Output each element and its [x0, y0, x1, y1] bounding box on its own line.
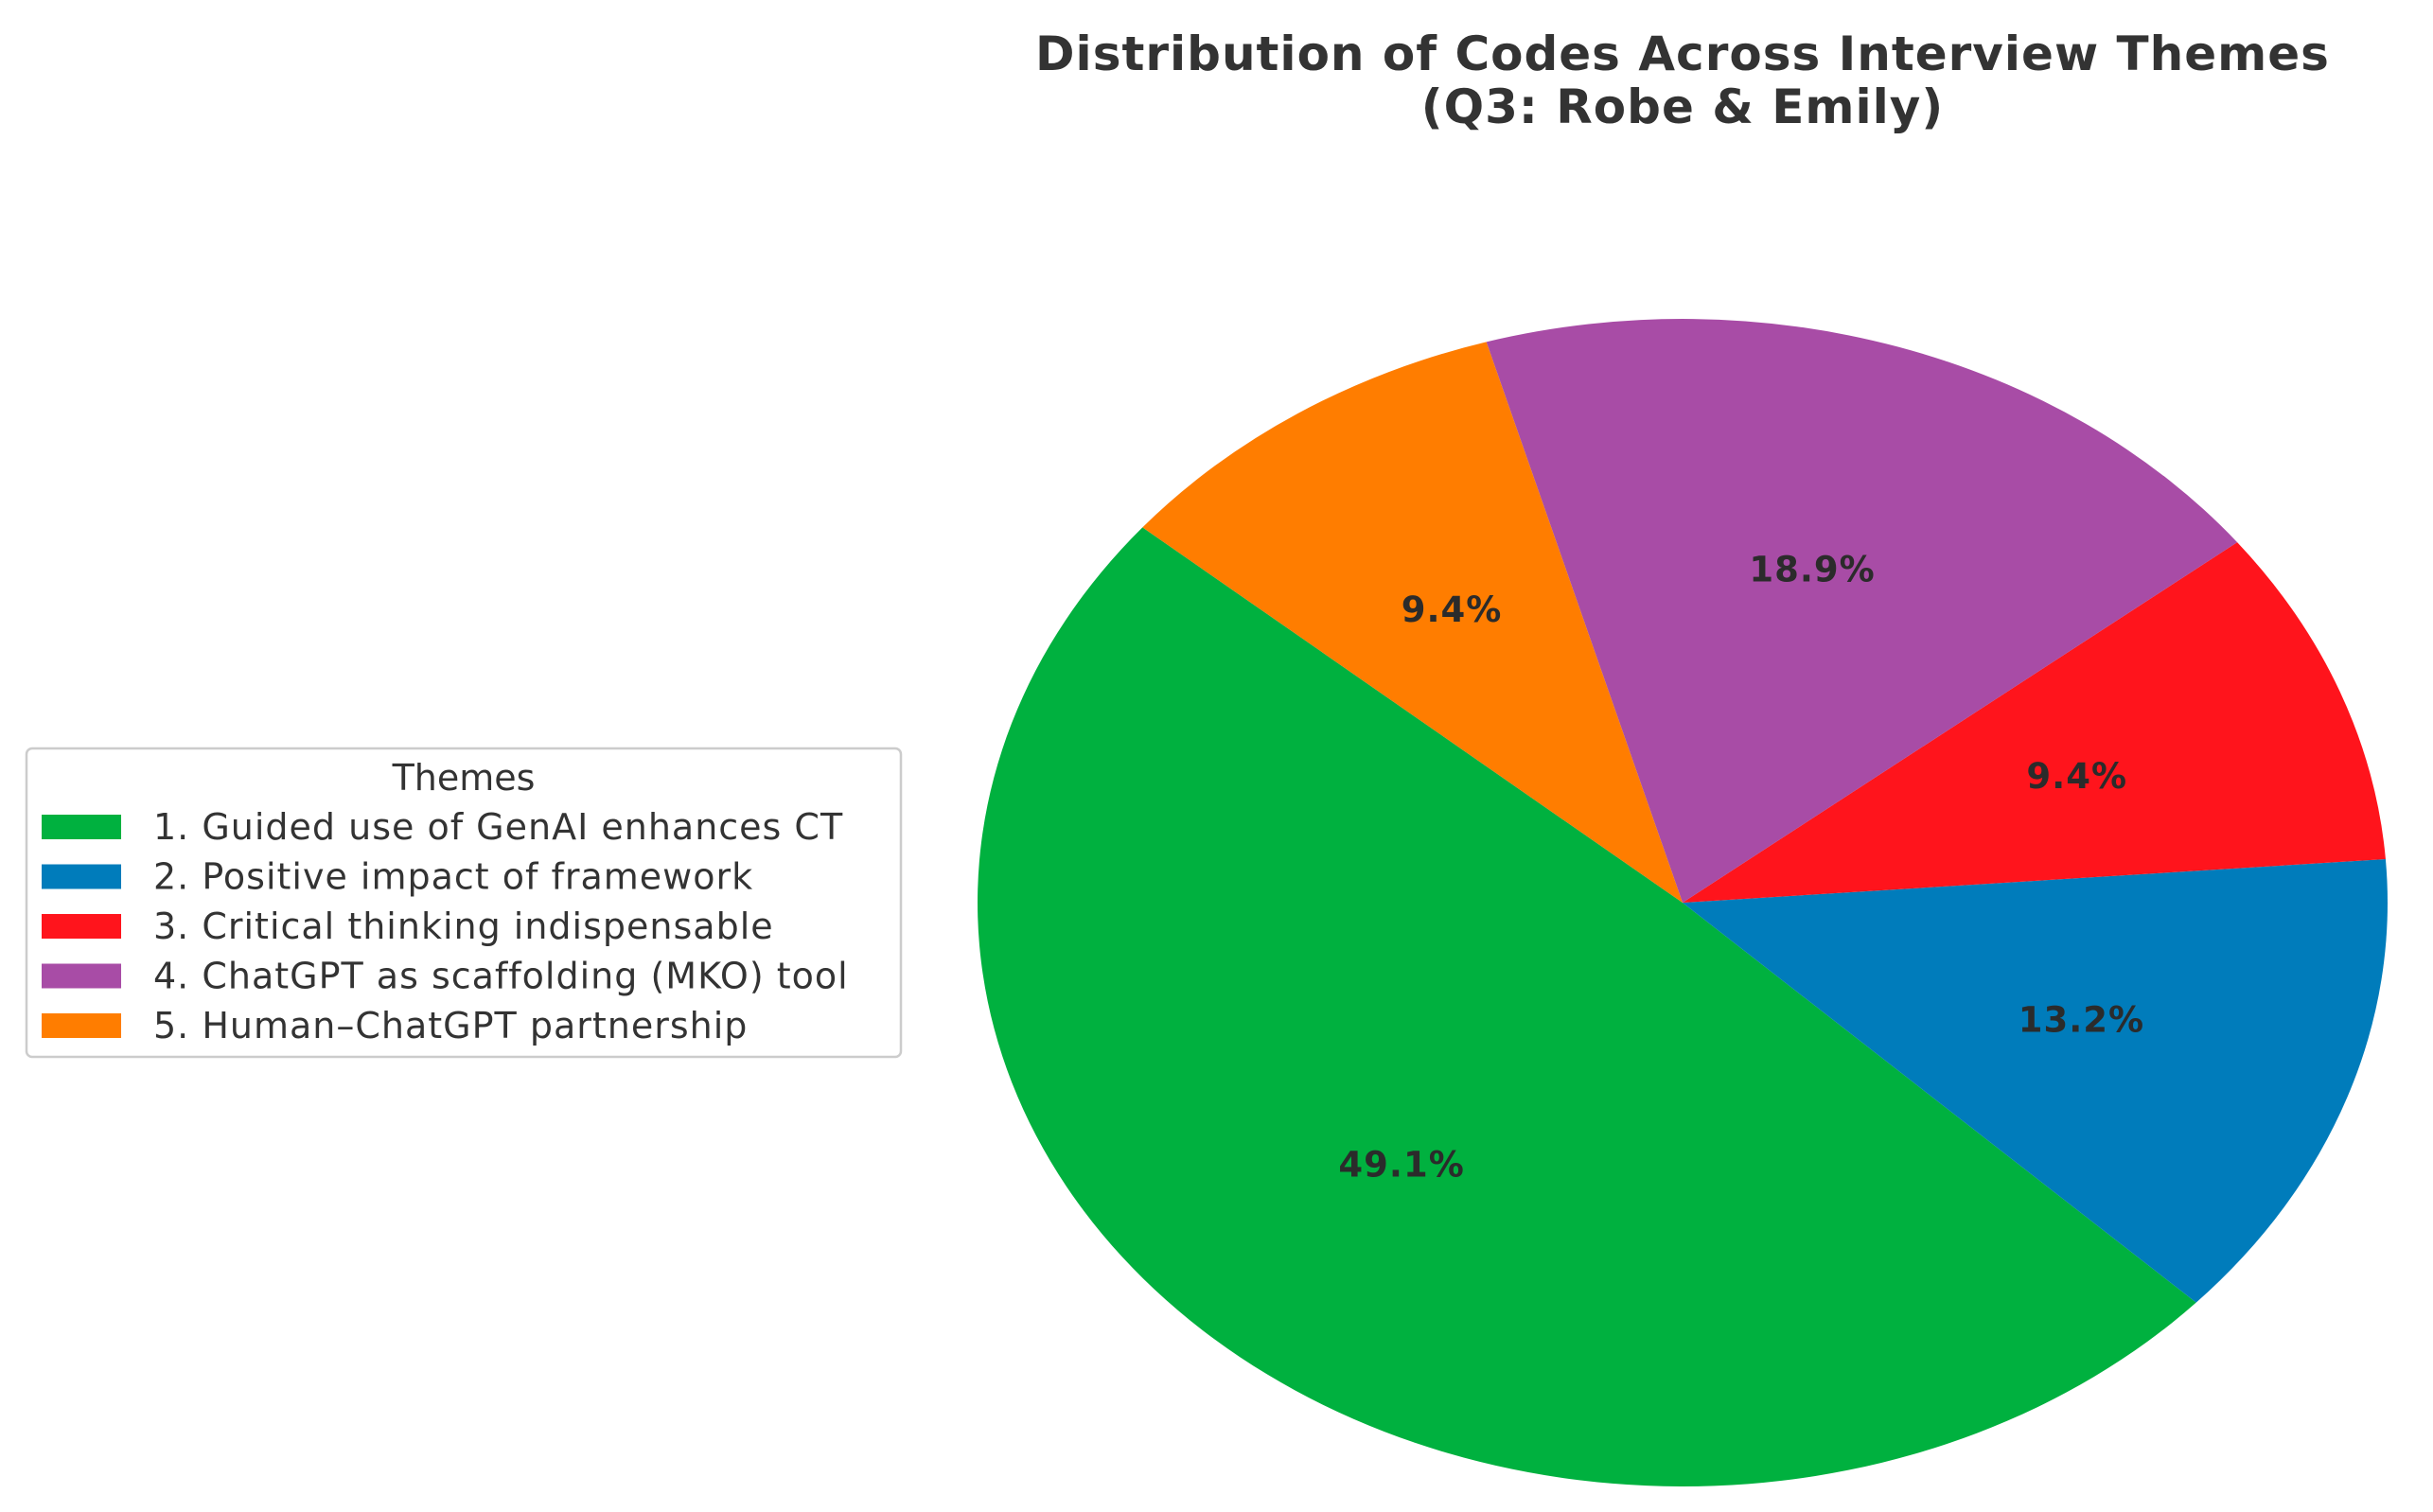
- pie-slice-label-5: 9.4%: [1402, 589, 1503, 630]
- pie-slices: [978, 318, 2388, 1486]
- pie-slice-5: [1142, 342, 1683, 903]
- legend: Themes 1. Guided use of GenAI enhances C…: [25, 747, 903, 1059]
- legend-swatch-3: [42, 914, 121, 939]
- legend-title: Themes: [392, 757, 536, 799]
- chart-subtitle: (Q3: Robe & Emily): [1421, 79, 1945, 134]
- chart-title: Distribution of Codes Across Interview T…: [1035, 26, 2330, 81]
- pie-slice-label-2: 13.2%: [2019, 999, 2144, 1040]
- pie-slice-label-1: 49.1%: [1338, 1145, 1464, 1186]
- pie-slice-1: [978, 527, 2196, 1486]
- legend-label-2: 2. Positive impact of framework: [153, 856, 753, 898]
- legend-label-1: 1. Guided use of GenAI enhances CT: [153, 806, 843, 848]
- legend-swatch-1: [42, 815, 121, 839]
- pie-slice-2: [1683, 858, 2388, 1303]
- legend-label-5: 5. Human–ChatGPT partnership: [153, 1005, 748, 1046]
- legend-swatch-2: [42, 864, 121, 889]
- legend-frame: [25, 747, 903, 1059]
- legend-label-3: 3. Critical thinking indispensable: [153, 905, 774, 947]
- pie-slice-label-4: 18.9%: [1749, 550, 1875, 590]
- pie-slice-3: [1683, 542, 2386, 903]
- legend-swatch-4: [42, 963, 121, 989]
- pie-slice-label-3: 9.4%: [2026, 756, 2127, 797]
- legend-items: 1. Guided use of GenAI enhances CT 2. Pos…: [42, 806, 849, 1046]
- legend-swatch-5: [42, 1013, 121, 1038]
- pie-slice-4: [1486, 318, 2238, 903]
- pie-slice-labels: 49.1% 13.2% 9.4% 18.9% 9.4%: [1338, 550, 2144, 1186]
- legend-label-4: 4. ChatGPT as scaffolding (MKO) tool: [153, 956, 849, 997]
